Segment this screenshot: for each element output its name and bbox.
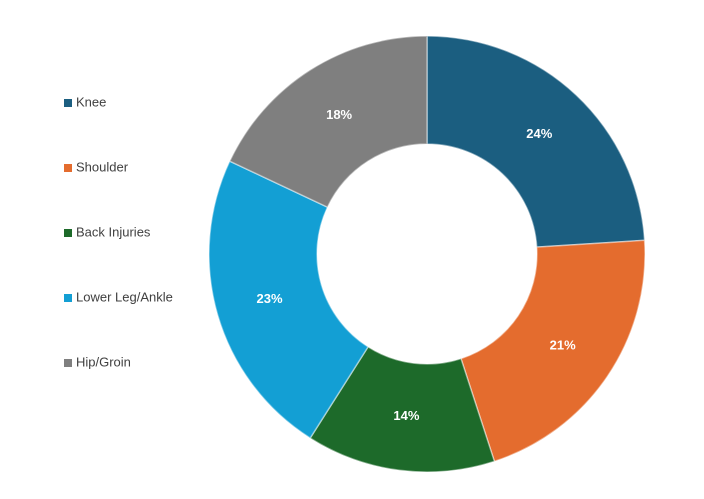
legend-label: Back Injuries — [76, 224, 151, 239]
data-label: 24% — [526, 126, 552, 141]
legend-label: Lower Leg/Ankle — [76, 289, 173, 304]
legend-swatch — [64, 359, 72, 367]
donut-segment — [460, 239, 646, 463]
data-label: 21% — [550, 338, 576, 353]
donut-segment — [228, 35, 428, 209]
data-label: 23% — [256, 291, 282, 306]
donut-segment — [426, 35, 646, 248]
legend-label: Knee — [76, 94, 106, 109]
legend-label: Shoulder — [76, 159, 129, 174]
data-label: 14% — [393, 408, 419, 423]
legend-swatch — [64, 99, 72, 107]
legend-swatch — [64, 164, 72, 172]
legend-swatch — [64, 294, 72, 302]
data-label: 18% — [326, 107, 352, 122]
legend-label: Hip/Groin — [76, 354, 131, 369]
donut-segment — [208, 160, 370, 440]
donut-segment — [309, 345, 496, 473]
legend-swatch — [64, 229, 72, 237]
